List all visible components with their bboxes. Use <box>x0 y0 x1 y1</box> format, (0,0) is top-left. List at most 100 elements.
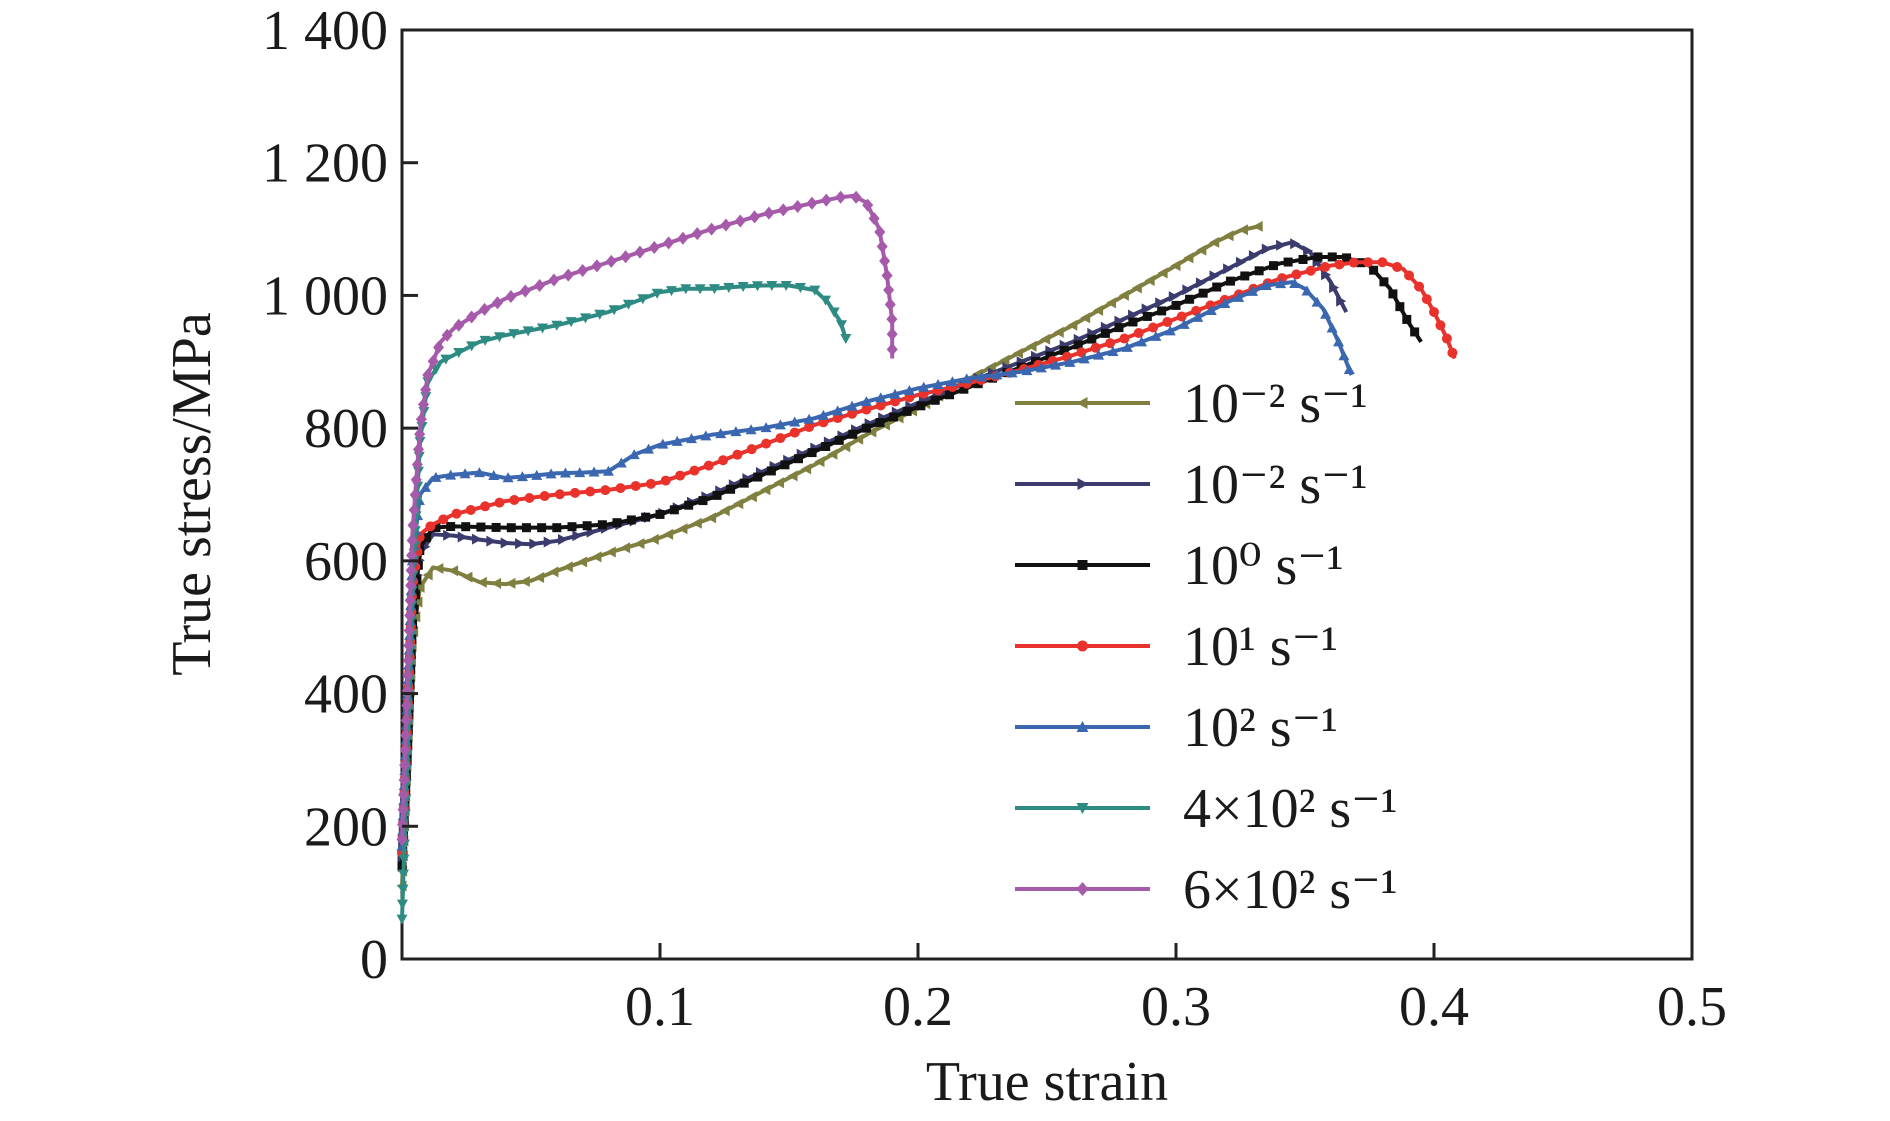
y-tick-label: 1 200 <box>262 133 388 195</box>
data-point <box>1329 282 1340 294</box>
data-point <box>1289 277 1301 288</box>
x-tick-label: 0.2 <box>883 976 953 1038</box>
data-point <box>1185 294 1195 304</box>
x-tick-label: 0.1 <box>625 976 695 1038</box>
data-point <box>515 538 526 550</box>
legend-label: 4×10² s⁻¹ <box>1183 778 1398 840</box>
data-point <box>1053 326 1064 338</box>
data-point <box>400 728 412 742</box>
data-point <box>932 378 944 389</box>
data-point <box>519 284 531 298</box>
data-point <box>669 505 679 515</box>
data-point <box>472 533 483 545</box>
data-point <box>903 385 915 396</box>
data-point <box>1379 277 1389 287</box>
data-point <box>1026 340 1037 352</box>
data-point <box>985 361 996 373</box>
data-point <box>890 396 901 407</box>
data-point <box>787 470 798 482</box>
data-point <box>1298 254 1308 264</box>
data-point <box>459 468 471 479</box>
legend-item: 6×10² s⁻¹ <box>1015 859 1398 921</box>
data-point <box>404 593 416 607</box>
data-point <box>680 284 692 295</box>
data-point <box>860 396 872 407</box>
data-point <box>461 522 471 532</box>
x-tick-label: 0.4 <box>1399 976 1469 1038</box>
data-point <box>491 577 502 589</box>
data-point <box>588 466 600 477</box>
data-point <box>476 576 487 588</box>
data-point <box>529 538 540 550</box>
data-point <box>418 398 429 412</box>
legend-swatch-marker <box>1076 397 1088 409</box>
data-point <box>657 438 669 449</box>
data-point <box>746 491 757 503</box>
data-point <box>1080 312 1091 324</box>
data-point <box>401 698 413 712</box>
data-point <box>400 713 412 727</box>
data-point <box>420 481 432 492</box>
y-tick-label: 1 400 <box>262 0 388 62</box>
data-point <box>1128 317 1138 327</box>
data-point <box>1131 282 1142 294</box>
data-point <box>1291 269 1302 280</box>
data-point <box>612 518 622 528</box>
data-point <box>448 565 459 577</box>
data-point <box>600 485 611 496</box>
data-point <box>868 211 880 225</box>
data-point <box>1369 265 1379 275</box>
data-point <box>412 596 423 608</box>
data-point <box>591 259 603 273</box>
data-point <box>1395 302 1405 312</box>
series-7 <box>396 190 898 847</box>
data-point <box>801 463 812 475</box>
data-point <box>1192 311 1204 322</box>
data-point <box>519 576 530 588</box>
data-point <box>1336 295 1347 307</box>
data-point <box>1283 257 1293 267</box>
data-point <box>415 412 427 426</box>
legend-label: 10¹ s⁻¹ <box>1183 616 1338 678</box>
data-point <box>918 381 930 392</box>
data-point <box>1237 224 1248 236</box>
data-point <box>648 533 659 545</box>
y-tick-label: 0 <box>360 929 388 991</box>
data-point <box>671 435 683 446</box>
data-point <box>577 264 589 278</box>
data-point <box>413 442 425 456</box>
data-point <box>1050 359 1062 370</box>
data-point <box>723 282 735 293</box>
data-point <box>840 441 851 453</box>
data-point <box>1195 277 1206 289</box>
data-point <box>718 455 729 466</box>
data-point <box>760 484 771 496</box>
data-point <box>789 427 800 438</box>
data-point <box>1183 252 1194 264</box>
data-point <box>574 467 586 478</box>
data-point <box>630 480 641 491</box>
data-point <box>505 290 517 304</box>
data-point <box>1040 333 1051 345</box>
data-point <box>420 383 432 397</box>
data-point <box>1321 269 1332 281</box>
data-point <box>1118 289 1129 301</box>
data-point <box>1162 316 1173 327</box>
data-point <box>411 458 423 472</box>
data-point <box>572 530 583 542</box>
data-point <box>1209 236 1220 248</box>
data-point <box>763 206 775 220</box>
data-point <box>734 214 746 228</box>
data-point <box>1377 257 1388 268</box>
data-point <box>422 533 432 543</box>
y-tick-label: 1 000 <box>262 265 388 327</box>
data-point <box>433 562 444 574</box>
data-point <box>1327 252 1337 262</box>
data-point <box>605 546 616 558</box>
data-point <box>406 548 418 562</box>
legend-label: 10² s⁻¹ <box>1183 697 1338 759</box>
data-point <box>570 487 581 498</box>
data-point <box>732 449 743 460</box>
data-point <box>1429 307 1439 318</box>
data-point <box>804 422 815 433</box>
